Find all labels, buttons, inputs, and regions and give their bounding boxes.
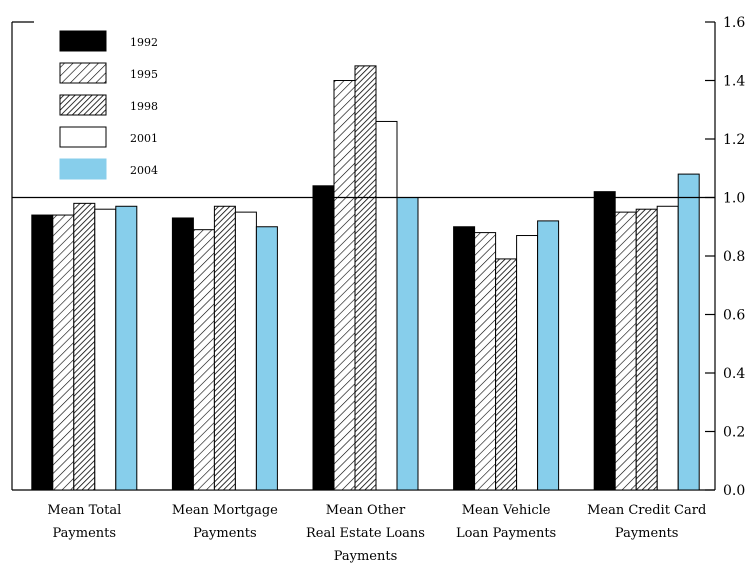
y-tick-label: 1.2 xyxy=(723,132,745,148)
bar-1992-cat2 xyxy=(312,185,335,491)
plot-area: 0.0 0.2 0.4 0.6 0.8 1.0 1.2 1.4 1.6 Mean Total Pay… xyxy=(11,15,745,564)
bar-2001-cat1 xyxy=(234,211,257,491)
y-tick-label: 0.8 xyxy=(723,249,745,265)
y-tick-label: 0.0 xyxy=(723,483,745,499)
category-label: Mean Total xyxy=(47,503,121,518)
category-label: Mean Mortgage xyxy=(172,503,278,518)
bar-2004-cat2 xyxy=(396,197,419,491)
legend-label-2001: 2001 xyxy=(130,132,158,145)
bar-1992-cat3 xyxy=(453,226,476,491)
category-label: Loan Payments xyxy=(456,526,556,541)
category-label: Payments xyxy=(615,526,679,541)
legend-swatch-1998 xyxy=(59,94,107,116)
y-tick-label: 0.6 xyxy=(723,308,745,324)
bar-2004-cat1 xyxy=(255,226,278,491)
bar-2001-cat4 xyxy=(656,205,679,491)
bar-2001-cat3 xyxy=(516,235,539,491)
category-label: Mean Credit Card xyxy=(587,503,706,518)
bar-1998-cat0 xyxy=(73,202,96,491)
bar-2001-cat0 xyxy=(94,208,117,491)
bar-1998-cat2 xyxy=(354,65,377,491)
category-label: Payments xyxy=(53,526,117,541)
legend-label-1995: 1995 xyxy=(130,68,158,81)
bar-1998-cat3 xyxy=(495,258,518,491)
legend-label-2004: 2004 xyxy=(130,164,158,177)
legend-swatch-1992 xyxy=(59,30,107,52)
bar-1998-cat1 xyxy=(213,205,236,491)
bar-2001-cat2 xyxy=(375,120,398,491)
bar-1995-cat2 xyxy=(333,80,356,491)
y-tick-label: 1.4 xyxy=(723,74,745,90)
legend-swatch-1995 xyxy=(59,62,107,84)
category-label: Payments xyxy=(193,526,257,541)
y-tick-label: 1.6 xyxy=(723,15,745,31)
legend: 1992 1995 1998 2001 2004 xyxy=(59,30,158,180)
legend-label-1998: 1998 xyxy=(130,100,158,113)
category-label: Real Estate Loans xyxy=(306,526,425,541)
category-label: Mean Other xyxy=(326,503,406,518)
bar-1992-cat1 xyxy=(171,217,194,491)
bar-2004-cat3 xyxy=(537,220,560,491)
bar-1995-cat0 xyxy=(52,214,75,491)
bar-2004-cat0 xyxy=(115,205,138,491)
category-label: Payments xyxy=(334,549,398,564)
y-tick-label: 1.0 xyxy=(723,191,745,207)
category-label: Mean Vehicle xyxy=(462,503,551,518)
legend-label-1992: 1992 xyxy=(130,36,158,49)
bar-1998-cat4 xyxy=(635,208,658,491)
bar-1995-cat3 xyxy=(474,232,497,491)
bar-1992-cat4 xyxy=(593,191,616,491)
bar-1995-cat1 xyxy=(192,229,215,491)
y-tick-label: 0.4 xyxy=(723,366,745,382)
legend-swatch-2004 xyxy=(59,158,107,180)
bar-2004-cat4 xyxy=(677,173,700,491)
bar-1992-cat0 xyxy=(31,214,54,491)
y-tick-label: 0.2 xyxy=(723,425,745,441)
legend-swatch-2001 xyxy=(59,126,107,148)
bar-1995-cat4 xyxy=(614,211,637,491)
